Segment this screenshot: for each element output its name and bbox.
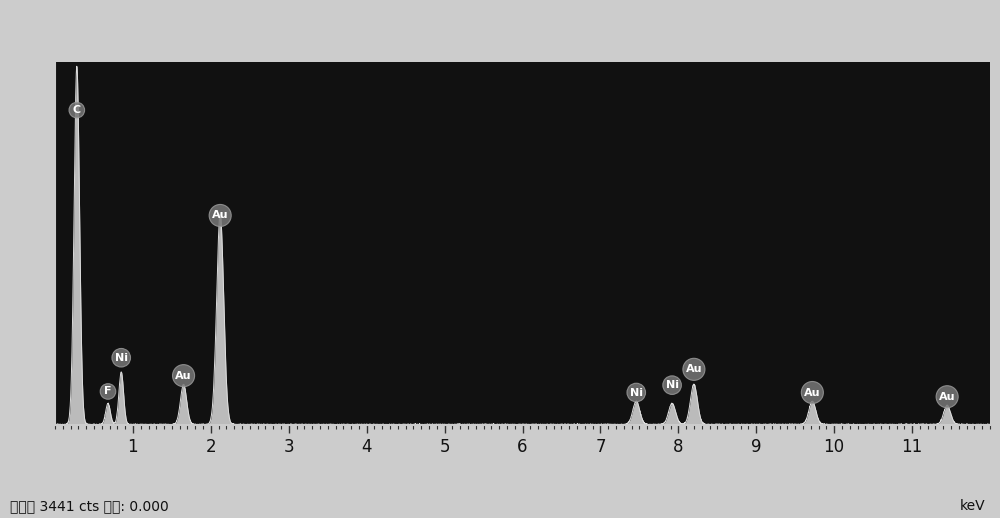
Text: 谱图 1: 谱图 1 [952,16,985,31]
Text: Au: Au [804,387,821,397]
Text: Au: Au [175,371,192,381]
Text: Au: Au [686,364,702,375]
Text: F: F [104,386,112,396]
Text: Au: Au [212,210,228,221]
Text: 满量程 3441 cts 光标: 0.000: 满量程 3441 cts 光标: 0.000 [10,499,169,513]
Text: Ni: Ni [666,380,679,390]
Text: C: C [73,105,81,115]
Text: keV: keV [959,499,985,513]
Text: Au: Au [939,392,955,402]
Text: Ni: Ni [630,387,643,397]
Text: Ni: Ni [115,353,128,363]
